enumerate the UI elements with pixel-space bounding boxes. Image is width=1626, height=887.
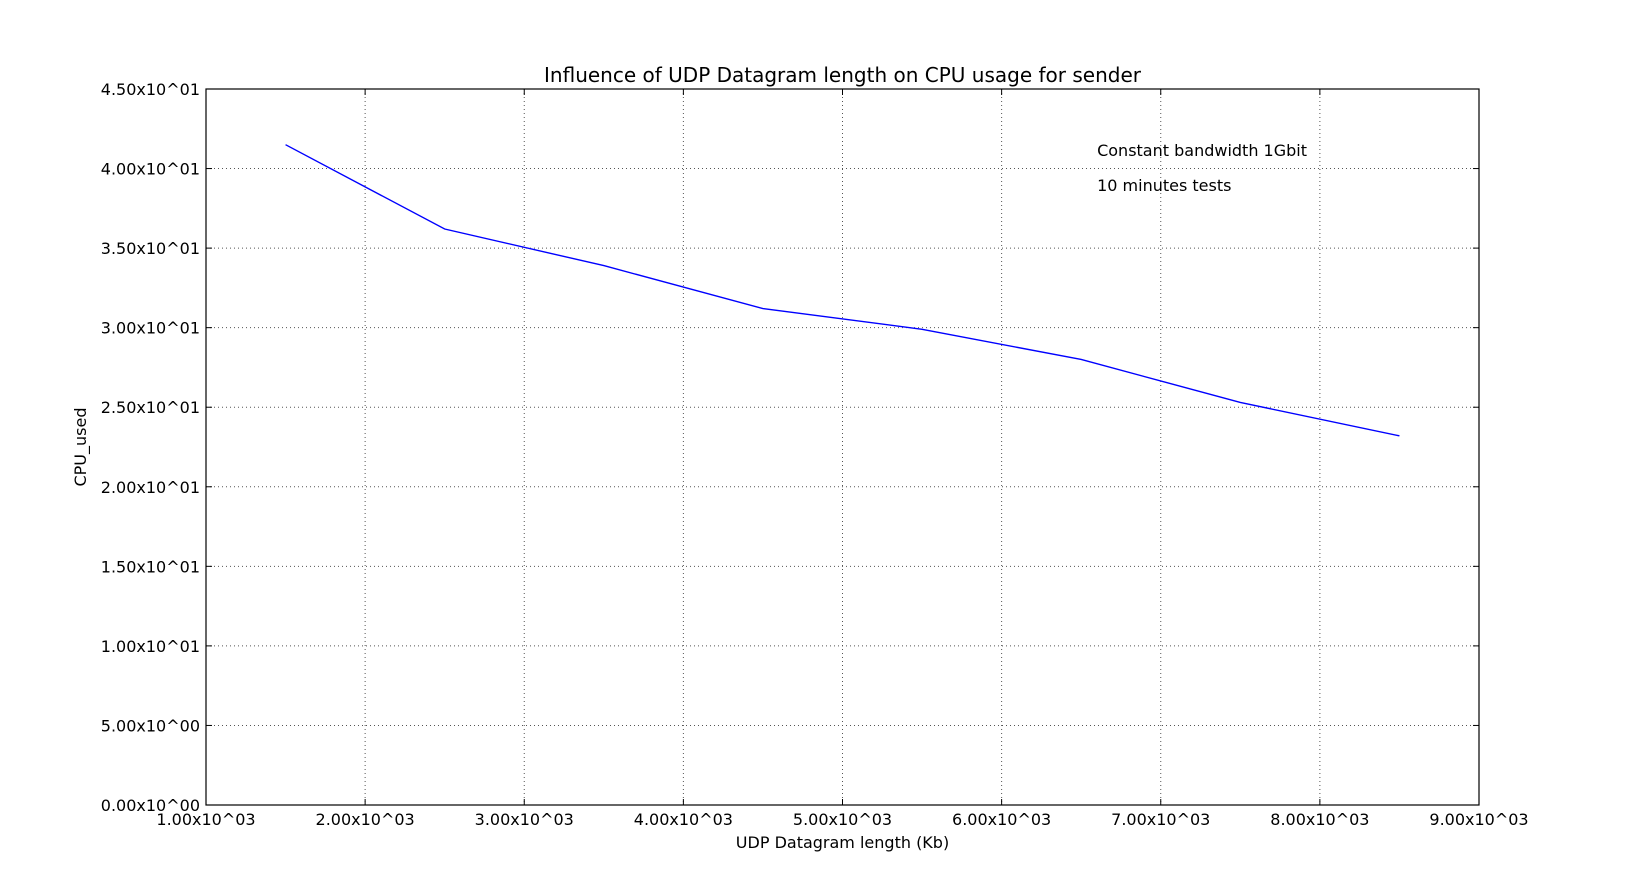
tick-layer: 1.00x10^03 2.00x10^03 3.00x10^03 4.00x10^03…: [101, 80, 1529, 829]
x-axis-label: UDP Datagram length (Kb): [736, 833, 949, 852]
y-tick-label: 3.00x10^01: [101, 319, 200, 338]
x-tick-label: 8.00x10^03: [1270, 810, 1369, 829]
series-layer: [285, 144, 1400, 437]
annotation-text: Constant bandwidth 1Gbit: [1097, 141, 1307, 160]
y-tick-label: 0.00x10^00: [101, 796, 200, 815]
x-tick-label: 6.00x10^03: [952, 810, 1051, 829]
y-tick-label: 2.50x10^01: [101, 398, 200, 417]
x-tick-label: 7.00x10^03: [1111, 810, 1210, 829]
y-tick-label: 3.50x10^01: [101, 239, 200, 258]
y-tick-label: 1.00x10^01: [101, 637, 200, 656]
y-tick-label: 4.50x10^01: [101, 80, 200, 99]
y-tick-label: 1.50x10^01: [101, 557, 200, 576]
x-tick-label: 2.00x10^03: [316, 810, 415, 829]
annotation-text: 10 minutes tests: [1097, 176, 1231, 195]
y-tick-label: 5.00x10^00: [101, 716, 200, 735]
x-tick-label: 5.00x10^03: [793, 810, 892, 829]
annotation-layer: Constant bandwidth 1Gbit 10 minutes tests: [1097, 141, 1307, 195]
y-tick-label: 2.00x10^01: [101, 478, 200, 497]
x-tick-label: 9.00x10^03: [1429, 810, 1528, 829]
chart-title: Influence of UDP Datagram length on CPU …: [544, 63, 1142, 87]
x-tick-label: 3.00x10^03: [475, 810, 574, 829]
grid-layer: [206, 89, 1479, 805]
y-tick-label: 4.00x10^01: [101, 160, 200, 179]
x-tick-label: 4.00x10^03: [634, 810, 733, 829]
y-axis-label: CPU_used: [71, 407, 91, 486]
series-line: [285, 144, 1400, 437]
x-tick-label: 1.00x10^03: [156, 810, 255, 829]
